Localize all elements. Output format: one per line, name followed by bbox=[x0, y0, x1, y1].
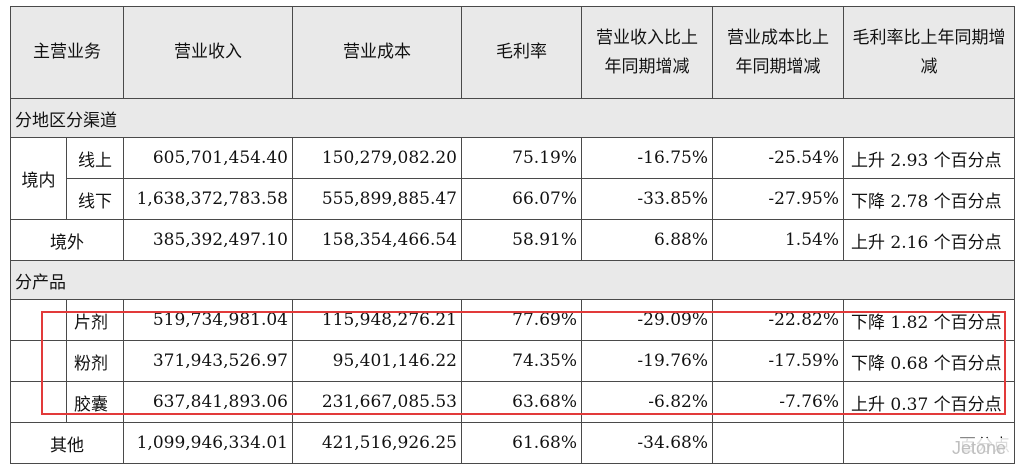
header-row: 主营业务 营业收入 营业成本 毛利率 营业收入比上年同期增减 营业成本比上年同期… bbox=[10, 6, 1015, 99]
header-cost: 营业成本 bbox=[292, 6, 462, 99]
margin-change-cell: 下降 2.78 个百分点 bbox=[843, 178, 1015, 220]
header-cost-change: 营业成本比上年同期增减 bbox=[712, 6, 844, 99]
row-label: 胶囊 bbox=[66, 381, 124, 423]
table-row: 境外 385,392,497.10 158,354,466.54 58.91% … bbox=[10, 219, 1015, 261]
watermark-text: Jetone bbox=[947, 438, 1010, 459]
margin-change-cell: 上升 0.37 个百分点 bbox=[843, 381, 1015, 423]
cost-cell: 555,899,885.47 bbox=[292, 178, 462, 220]
margin-cell: 66.07% bbox=[461, 178, 582, 220]
revenue-change-cell: -19.76% bbox=[581, 340, 713, 382]
margin-cell: 61.68% bbox=[461, 422, 582, 464]
cost-change-cell: 1.54% bbox=[712, 219, 844, 261]
cost-change-cell: -7.76% bbox=[712, 381, 844, 423]
revenue-cell: 519,734,981.04 bbox=[123, 299, 293, 341]
cost-change-cell bbox=[712, 422, 844, 464]
margin-change-cell: 上升 2.93 个百分点 bbox=[843, 137, 1015, 179]
revenue-change-cell: -34.68% bbox=[581, 422, 713, 464]
section-row-product: 分产品 bbox=[10, 260, 1015, 300]
cost-cell: 95,401,146.22 bbox=[292, 340, 462, 382]
table-row: 粉剂 371,943,526.97 95,401,146.22 74.35% -… bbox=[10, 340, 1015, 382]
margin-cell: 58.91% bbox=[461, 219, 582, 261]
section-title: 分地区分渠道 bbox=[10, 98, 1015, 138]
cost-cell: 115,948,276.21 bbox=[292, 299, 462, 341]
header-margin-change: 毛利率比上年同期增减 bbox=[843, 6, 1015, 99]
empty-cell bbox=[10, 381, 67, 423]
header-gross-margin: 毛利率 bbox=[461, 6, 582, 99]
cost-change-cell: -25.54% bbox=[712, 137, 844, 179]
header-main-business: 主营业务 bbox=[10, 6, 124, 99]
header-revenue-change: 营业收入比上年同期增减 bbox=[581, 6, 713, 99]
cost-cell: 150,279,082.20 bbox=[292, 137, 462, 179]
section-title: 分产品 bbox=[10, 260, 1015, 300]
row-label: 其他 bbox=[10, 422, 124, 464]
margin-change-cell: 下降 0.68 个百分点 bbox=[843, 340, 1015, 382]
revenue-change-cell: -6.82% bbox=[581, 381, 713, 423]
table-row: 境内 线上 605,701,454.40 150,279,082.20 75.1… bbox=[10, 137, 1015, 220]
margin-cell: 77.69% bbox=[461, 299, 582, 341]
revenue-cell: 637,841,893.06 bbox=[123, 381, 293, 423]
margin-cell: 74.35% bbox=[461, 340, 582, 382]
row-label: 境外 bbox=[10, 219, 124, 261]
empty-cell bbox=[10, 299, 67, 341]
revenue-change-cell: -33.85% bbox=[581, 178, 713, 220]
table-row: 胶囊 637,841,893.06 231,667,085.53 63.68% … bbox=[10, 381, 1015, 423]
revenue-change-cell: -16.75% bbox=[581, 137, 713, 179]
empty-cell bbox=[10, 340, 67, 382]
cost-cell: 231,667,085.53 bbox=[292, 381, 462, 423]
cost-cell: 158,354,466.54 bbox=[292, 219, 462, 261]
group-label: 境内 bbox=[10, 137, 67, 220]
cost-change-cell: -17.59% bbox=[712, 340, 844, 382]
margin-change-cell: 上升 2.16 个百分点 bbox=[843, 219, 1015, 261]
revenue-table: 主营业务 营业收入 营业成本 毛利率 营业收入比上年同期增减 营业成本比上年同期… bbox=[10, 6, 1015, 464]
table-row: 其他 1,099,946,334.01 421,516,926.25 61.68… bbox=[10, 422, 1015, 464]
section-row-region: 分地区分渠道 bbox=[10, 98, 1015, 138]
revenue-cell: 371,943,526.97 bbox=[123, 340, 293, 382]
cost-cell: 421,516,926.25 bbox=[292, 422, 462, 464]
header-revenue: 营业收入 bbox=[123, 6, 293, 99]
margin-change-cell: 下降 1.82 个百分点 bbox=[843, 299, 1015, 341]
revenue-cell: 605,701,454.40 bbox=[123, 137, 293, 179]
row-label: 粉剂 bbox=[66, 340, 124, 382]
table-row: 片剂 519,734,981.04 115,948,276.21 77.69% … bbox=[10, 299, 1015, 341]
margin-cell: 75.19% bbox=[461, 137, 582, 179]
row-label: 线上 bbox=[66, 137, 124, 179]
cost-change-cell: -22.82% bbox=[712, 299, 844, 341]
table-row: 线下 1,638,372,783.58 555,899,885.47 66.07… bbox=[11, 178, 1015, 220]
revenue-cell: 385,392,497.10 bbox=[123, 219, 293, 261]
revenue-cell: 1,099,946,334.01 bbox=[123, 422, 293, 464]
row-label: 片剂 bbox=[66, 299, 124, 341]
cost-change-cell: -27.95% bbox=[712, 178, 844, 220]
revenue-change-cell: 6.88% bbox=[581, 219, 713, 261]
revenue-cell: 1,638,372,783.58 bbox=[123, 178, 293, 220]
margin-cell: 63.68% bbox=[461, 381, 582, 423]
revenue-change-cell: -29.09% bbox=[581, 299, 713, 341]
row-label: 线下 bbox=[66, 178, 124, 220]
